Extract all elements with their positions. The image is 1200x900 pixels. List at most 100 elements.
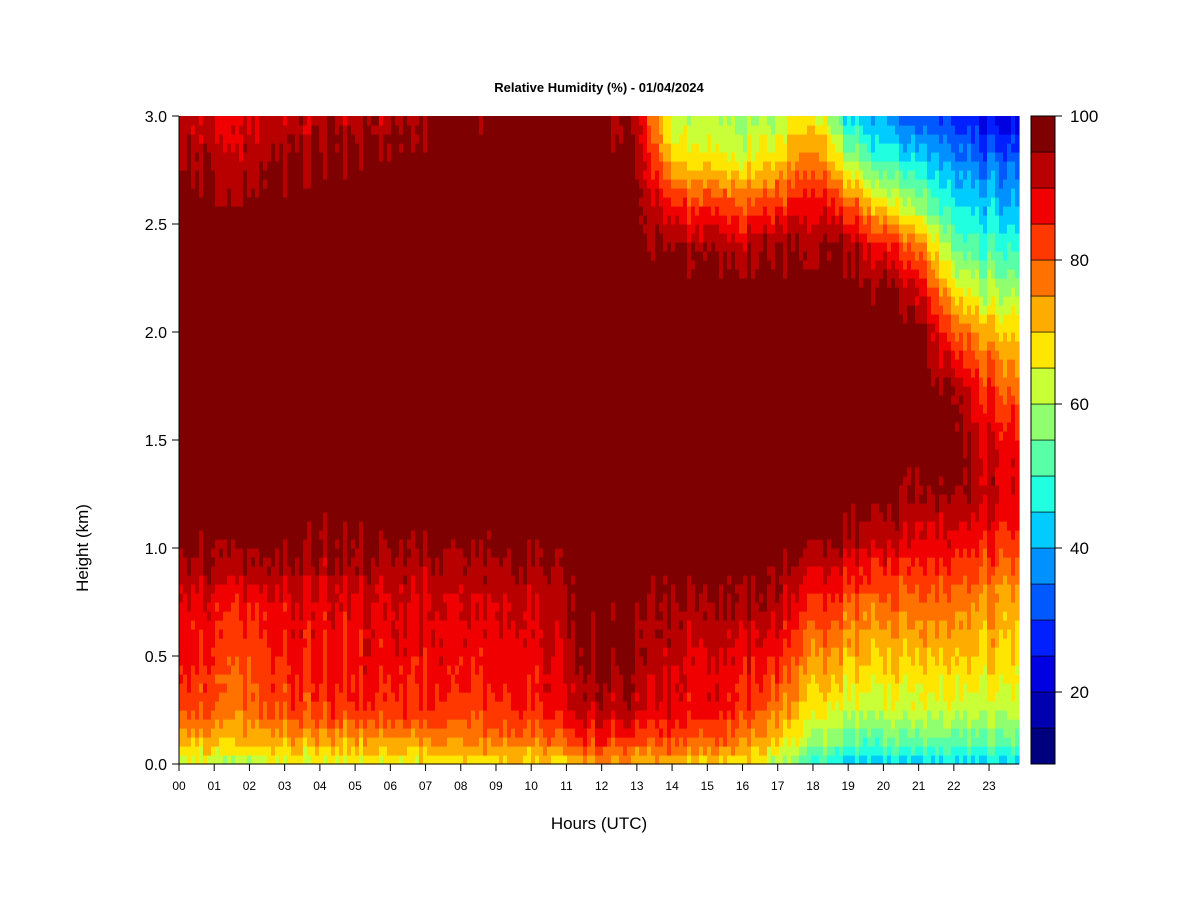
heatmap-cell	[335, 629, 340, 639]
heatmap-cell	[423, 215, 428, 225]
heatmap-cell	[323, 287, 328, 297]
heatmap-cell	[215, 683, 220, 693]
heatmap-cell	[243, 287, 248, 297]
heatmap-cell	[367, 368, 372, 378]
heatmap-cell	[219, 350, 224, 360]
heatmap-cell	[407, 620, 412, 630]
heatmap-cell	[359, 629, 364, 639]
heatmap-cell	[419, 179, 424, 189]
heatmap-cell	[327, 467, 332, 477]
heatmap-cell	[295, 746, 300, 756]
heatmap-cell	[307, 647, 312, 657]
heatmap-cell	[447, 602, 452, 612]
heatmap-cell	[319, 404, 324, 414]
heatmap-cell	[443, 692, 448, 702]
heatmap-cell	[339, 485, 344, 495]
heatmap-cell	[247, 431, 252, 441]
heatmap-cell	[339, 134, 344, 144]
heatmap-cell	[179, 512, 184, 522]
heatmap-cell	[347, 539, 352, 549]
heatmap-cell	[275, 269, 280, 279]
heatmap-cell	[375, 332, 380, 342]
heatmap-cell	[259, 422, 264, 432]
heatmap-cell	[331, 143, 336, 153]
heatmap-cell	[455, 710, 460, 720]
heatmap-cell	[371, 629, 376, 639]
heatmap-cell	[235, 701, 240, 711]
heatmap-cell	[215, 197, 220, 207]
heatmap-cell	[251, 314, 256, 324]
heatmap-cell	[183, 287, 188, 297]
heatmap-cell	[323, 602, 328, 612]
heatmap-cell	[443, 134, 448, 144]
heatmap-cell	[315, 143, 320, 153]
heatmap-cell	[295, 161, 300, 171]
heatmap-cell	[427, 656, 432, 666]
heatmap-cell	[247, 656, 252, 666]
heatmap-cell	[383, 395, 388, 405]
heatmap-cell	[379, 611, 384, 621]
heatmap-cell	[319, 350, 324, 360]
heatmap-cell	[339, 494, 344, 504]
heatmap-cell	[199, 485, 204, 495]
heatmap-cell	[211, 431, 216, 441]
heatmap-cell	[247, 260, 252, 270]
heatmap-cell	[375, 584, 380, 594]
heatmap-cell	[271, 332, 276, 342]
heatmap-cell	[255, 638, 260, 648]
heatmap-cell	[295, 323, 300, 333]
heatmap-cell	[399, 746, 404, 756]
heatmap-cell	[435, 719, 440, 729]
heatmap-cell	[391, 143, 396, 153]
heatmap-cell	[411, 341, 416, 351]
heatmap-cell	[407, 584, 412, 594]
heatmap-cell	[275, 566, 280, 576]
heatmap-cell	[383, 566, 388, 576]
heatmap-cell	[323, 539, 328, 549]
heatmap-cell	[307, 692, 312, 702]
heatmap-cell	[335, 134, 340, 144]
heatmap-cell	[199, 359, 204, 369]
heatmap-cell	[203, 278, 208, 288]
heatmap-cell	[439, 269, 444, 279]
heatmap-cell	[411, 647, 416, 657]
heatmap-cell	[423, 467, 428, 477]
heatmap-cell	[259, 116, 264, 126]
heatmap-cell	[295, 368, 300, 378]
heatmap-cell	[279, 161, 284, 171]
heatmap-cell	[299, 305, 304, 315]
heatmap-cell	[231, 602, 236, 612]
heatmap-cell	[351, 332, 356, 342]
heatmap-cell	[307, 701, 312, 711]
heatmap-cell	[311, 242, 316, 252]
heatmap-cell	[443, 386, 448, 396]
heatmap-cell	[387, 170, 392, 180]
heatmap-cell	[219, 134, 224, 144]
heatmap-cell	[327, 278, 332, 288]
heatmap-cell	[319, 161, 324, 171]
heatmap-cell	[219, 674, 224, 684]
heatmap-cell	[391, 359, 396, 369]
heatmap-cell	[407, 566, 412, 576]
heatmap-cell	[319, 476, 324, 486]
heatmap-cell	[275, 521, 280, 531]
heatmap-cell	[355, 494, 360, 504]
heatmap-cell	[363, 134, 368, 144]
heatmap-cell	[227, 224, 232, 234]
heatmap-cell	[231, 368, 236, 378]
heatmap-cell	[227, 350, 232, 360]
heatmap-cell	[275, 215, 280, 225]
heatmap-cell	[179, 404, 184, 414]
heatmap-cell	[435, 656, 440, 666]
heatmap-cell	[447, 638, 452, 648]
heatmap-cell	[431, 656, 436, 666]
heatmap-cell	[327, 116, 332, 126]
heatmap-cell	[411, 377, 416, 387]
heatmap-cell	[323, 350, 328, 360]
heatmap-cell	[399, 449, 404, 459]
heatmap-cell	[267, 278, 272, 288]
heatmap-cell	[367, 593, 372, 603]
heatmap-cell	[291, 584, 296, 594]
heatmap-cell	[207, 629, 212, 639]
heatmap-cell	[419, 305, 424, 315]
